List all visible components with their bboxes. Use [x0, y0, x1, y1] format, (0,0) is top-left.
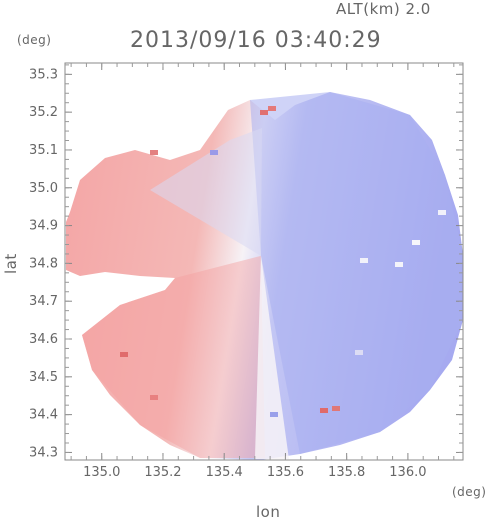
x-axis-label: lon [256, 503, 281, 521]
echo-speckle [150, 395, 158, 400]
x-axis-unit: (deg) [452, 485, 487, 499]
y-tick-label: 34.3 [29, 445, 58, 460]
receding-sector [250, 92, 463, 454]
y-axis-unit: (deg) [17, 33, 52, 47]
y-tick-label: 34.6 [29, 332, 58, 347]
echo-speckle [120, 352, 128, 357]
x-tick-label: 135.2 [144, 465, 181, 480]
x-tick-label: 135.8 [328, 465, 365, 480]
velocity-field [66, 92, 463, 460]
echo-speckle [260, 110, 268, 115]
echo-speckle [210, 150, 218, 155]
echo-speckle [412, 240, 420, 245]
approaching-sector [82, 255, 265, 458]
y-tick-label: 35.2 [29, 105, 58, 120]
timestamp-title: 2013/09/16 03:40:29 [130, 28, 382, 53]
y-tick-label: 35.0 [29, 181, 58, 196]
x-tick-label: 136.0 [389, 465, 426, 480]
echo-speckle [395, 262, 403, 267]
echo-speckle [438, 210, 446, 215]
y-tick-label: 34.4 [29, 408, 58, 423]
y-tick-label: 35.3 [29, 67, 58, 82]
altitude-label: ALT(km) 2.0 [336, 0, 431, 18]
y-tick-label: 35.1 [29, 143, 58, 158]
echo-speckle [270, 412, 278, 417]
y-tick-label: 34.8 [29, 256, 58, 271]
y-tick-label: 34.7 [29, 294, 58, 309]
echo-speckle [268, 106, 276, 111]
axis-ticks: 135.0 135.2 135.4 135.6 135.8 136.0 34.3 34.4 34… [29, 63, 463, 480]
echo-speckle [150, 150, 158, 155]
echo-speckle [320, 408, 328, 413]
x-tick-label: 135.4 [206, 465, 243, 480]
echo-speckle [360, 258, 368, 263]
y-tick-label: 34.9 [29, 219, 58, 234]
echo-speckle [332, 406, 340, 411]
northwest-transition [150, 128, 262, 256]
zero-velocity-band [254, 255, 289, 459]
x-tick-label: 135.0 [83, 465, 120, 480]
plot-frame [64, 62, 464, 461]
x-tick-label: 135.6 [267, 465, 304, 480]
echo-speckle [355, 350, 363, 355]
y-tick-label: 34.5 [29, 370, 58, 385]
